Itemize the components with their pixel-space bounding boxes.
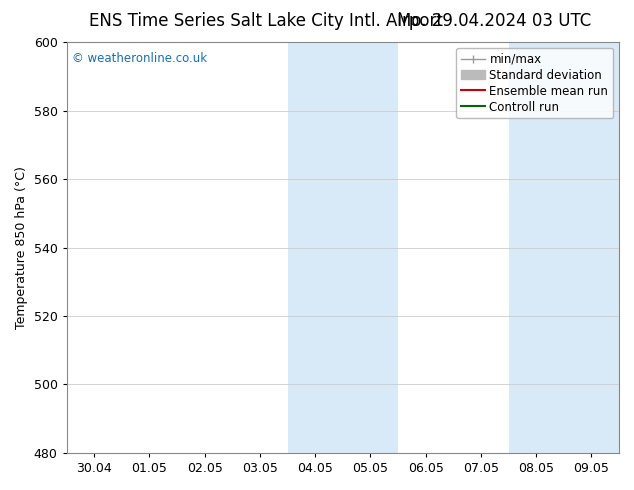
Legend: min/max, Standard deviation, Ensemble mean run, Controll run: min/max, Standard deviation, Ensemble me… [456,48,613,118]
Bar [508,42,619,453]
Text: ENS Time Series Salt Lake City Intl. Airport: ENS Time Series Salt Lake City Intl. Air… [89,12,443,30]
Text: Mo. 29.04.2024 03 UTC: Mo. 29.04.2024 03 UTC [398,12,592,30]
Y-axis label: Temperature 850 hPa (°C): Temperature 850 hPa (°C) [15,166,28,329]
Text: © weatheronline.co.uk: © weatheronline.co.uk [72,52,207,65]
Bar [288,42,398,453]
